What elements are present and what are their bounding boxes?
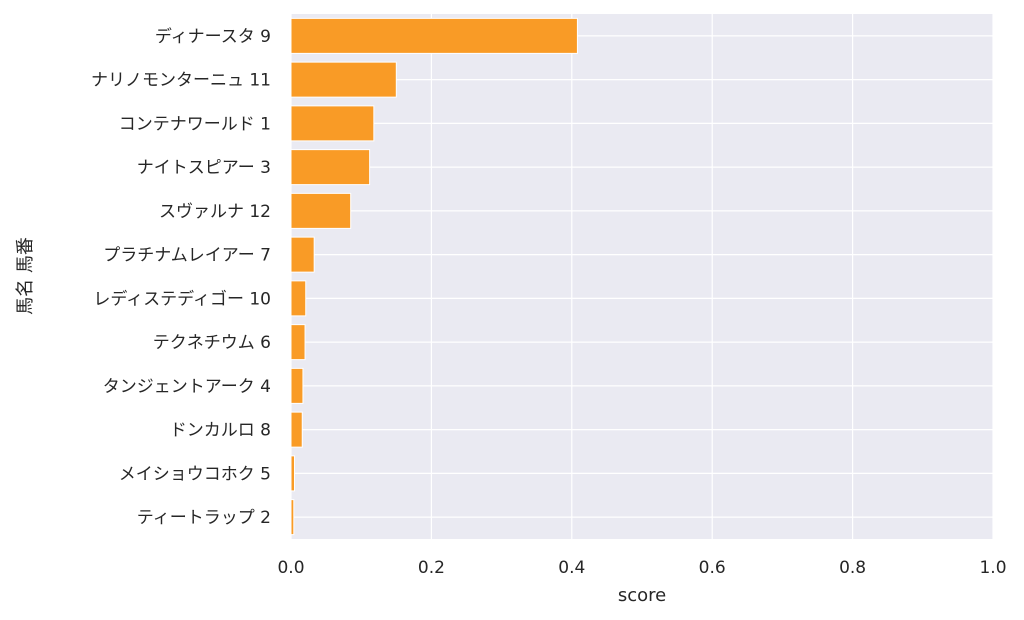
bars — [290, 17, 578, 536]
y-tick-label: ナリノモンターニュ 11 — [91, 71, 271, 91]
bar — [290, 105, 375, 142]
x-tick-labels: 0.0 0.2 0.4 0.6 0.8 1.0 — [277, 558, 1006, 578]
y-tick-label: ティートラップ 2 — [137, 508, 271, 528]
bar — [290, 17, 578, 54]
bar — [290, 455, 296, 492]
bar — [290, 324, 306, 361]
y-tick-label: スヴァルナ 12 — [159, 202, 271, 222]
x-tick-label: 1.0 — [979, 558, 1006, 578]
bar — [290, 61, 397, 98]
plot-background — [291, 14, 993, 539]
y-tick-label: ディナースタ 9 — [155, 26, 271, 47]
y-tick-label: ナイトスピアー 3 — [137, 158, 271, 178]
y-tick-label: コンテナワールド 1 — [119, 114, 271, 134]
x-tick-label: 0.0 — [277, 558, 304, 578]
x-tick-label: 0.6 — [699, 558, 726, 578]
bar — [290, 149, 371, 186]
bar — [290, 236, 315, 273]
y-tick-label: レディステディゴー 10 — [93, 288, 271, 309]
y-tick-labels: ディナースタ 9 ナリノモンターニュ 11 コンテナワールド 1 ナイトスピアー 3 ス… — [91, 26, 271, 528]
y-tick-label: プラチナムレイアー 7 — [103, 246, 271, 266]
bar — [290, 499, 295, 536]
y-axis-label: 馬名 馬番 — [15, 237, 36, 315]
x-tick-label: 0.8 — [839, 558, 866, 578]
bar — [290, 280, 307, 317]
y-tick-label: タンジェントアーク 4 — [103, 377, 271, 397]
grid — [290, 14, 994, 539]
y-tick-label: ドンカルロ 8 — [170, 421, 271, 441]
x-axis-label: score — [618, 585, 666, 606]
bar — [290, 192, 352, 229]
y-tick-label: メイショウコホク 5 — [119, 464, 271, 484]
bar — [290, 411, 303, 448]
y-tick-label: テクネチウム 6 — [153, 333, 271, 353]
bar — [290, 367, 304, 404]
x-tick-label: 0.2 — [418, 558, 445, 578]
x-tick-label: 0.4 — [558, 558, 585, 578]
